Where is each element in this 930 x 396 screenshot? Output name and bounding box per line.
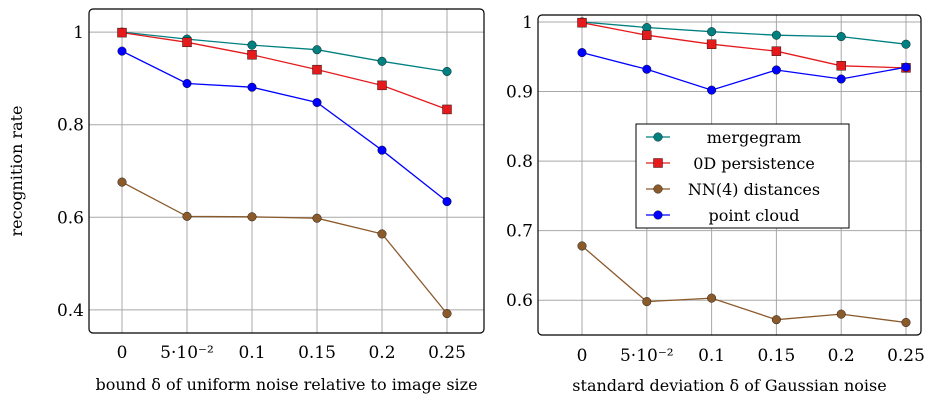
y-tick-label: 0.4 <box>57 301 84 321</box>
x-tick-label: 0 <box>117 343 128 363</box>
series-line <box>121 31 448 73</box>
data-point <box>707 85 717 95</box>
y-tick-label: 0.7 <box>506 222 533 242</box>
data-point <box>707 27 717 37</box>
data-point <box>247 40 257 50</box>
data-point <box>377 229 387 239</box>
series-nn-4-distances <box>117 177 452 319</box>
data-point <box>442 66 452 76</box>
grid <box>89 9 484 333</box>
data-point <box>182 37 192 48</box>
series-line <box>121 181 448 315</box>
legend-marker <box>653 184 663 194</box>
y-tick-label: 0.6 <box>57 208 84 228</box>
legend-box <box>635 123 850 229</box>
legend: mergegram 0D persistence NN(4) distances po… <box>635 123 850 229</box>
x-tick-label: 0.2 <box>368 343 395 363</box>
legend-marker <box>653 210 663 220</box>
series-point-cloud <box>577 48 911 95</box>
series-line <box>581 21 907 45</box>
data-point <box>707 293 717 303</box>
data-point <box>117 46 127 56</box>
y-tick-label: 0.6 <box>506 291 533 311</box>
x-tick-label: 0.15 <box>298 343 336 363</box>
data-point <box>577 48 587 58</box>
plot-frame <box>88 8 485 334</box>
data-point <box>901 317 911 327</box>
chart-2: 0 5·10⁻² 0.1 0.15 0.2 0.25 0.6 0.7 0.8 0.9 1 standa… <box>506 13 925 395</box>
y-tick-label: 1 <box>73 23 84 43</box>
data-point <box>771 46 782 56</box>
x-tick-label: 0 <box>577 346 588 366</box>
legend-marker <box>653 158 663 168</box>
y-tick-label: 0.8 <box>506 152 533 172</box>
data-point <box>312 45 322 55</box>
data-point <box>247 82 257 92</box>
data-point <box>442 197 452 207</box>
series-line <box>121 31 448 111</box>
x-tick-label: 5·10⁻² <box>620 346 674 366</box>
data-point <box>771 65 781 75</box>
data-point <box>312 213 322 223</box>
data-point <box>377 145 387 155</box>
legend-label: mergegram <box>707 128 802 147</box>
data-point <box>442 309 452 319</box>
data-point <box>836 61 846 71</box>
series-line <box>121 50 448 203</box>
series-nn-4-distances <box>577 241 911 327</box>
data-point <box>312 64 322 75</box>
data-point <box>771 30 781 40</box>
series-point-cloud <box>117 46 452 207</box>
chart-1: 0 5·10⁻² 0.1 0.15 0.2 0.25 0.4 0.6 0.8 1 bound δ o… <box>7 8 485 394</box>
data-point <box>706 39 717 49</box>
data-point <box>771 315 781 325</box>
x-tick-label: 0.15 <box>757 346 795 366</box>
x-axis-label: standard deviation δ of Gaussian noise <box>572 376 886 395</box>
series-line <box>581 245 907 324</box>
x-tick-label: 0.1 <box>698 346 725 366</box>
data-point <box>117 177 127 187</box>
series-mergegram <box>117 27 452 76</box>
data-point <box>247 212 257 222</box>
data-point <box>247 50 257 60</box>
data-point <box>836 309 846 319</box>
data-point <box>642 30 652 40</box>
x-tick-label: 0.2 <box>828 346 855 366</box>
data-point <box>182 79 192 89</box>
series-line <box>581 51 907 91</box>
legend-label: 0D persistence <box>693 154 815 173</box>
x-tick-label: 0.25 <box>428 343 466 363</box>
data-point <box>442 104 452 115</box>
x-tick-label: 5·10⁻² <box>160 343 214 363</box>
data-point <box>377 56 387 66</box>
data-point <box>836 74 846 84</box>
series-line <box>581 22 907 69</box>
data-point <box>642 64 652 74</box>
legend-marker <box>653 132 663 142</box>
x-axis-label: bound δ of uniform noise relative to ima… <box>95 375 477 394</box>
data-point <box>642 297 652 307</box>
data-point <box>901 62 911 72</box>
data-point <box>836 32 846 42</box>
data-point <box>312 97 322 107</box>
legend-label: point cloud <box>708 206 799 225</box>
x-tick-label: 0.1 <box>238 343 265 363</box>
data-point <box>377 80 387 91</box>
legend-label: NN(4) distances <box>688 180 820 199</box>
data-point <box>182 211 192 221</box>
data-point <box>901 39 911 49</box>
data-point <box>117 27 127 38</box>
series-0d-persistence <box>117 27 452 115</box>
y-tick-label: 0.9 <box>506 83 533 103</box>
x-tick-label: 0.25 <box>887 346 925 366</box>
y-axis-label: recognition rate <box>7 105 26 236</box>
y-tick-label: 0.8 <box>57 116 84 136</box>
data-point <box>577 241 587 251</box>
plot-frame <box>537 14 922 336</box>
data-point <box>577 17 587 28</box>
y-tick-label: 1 <box>522 13 533 33</box>
